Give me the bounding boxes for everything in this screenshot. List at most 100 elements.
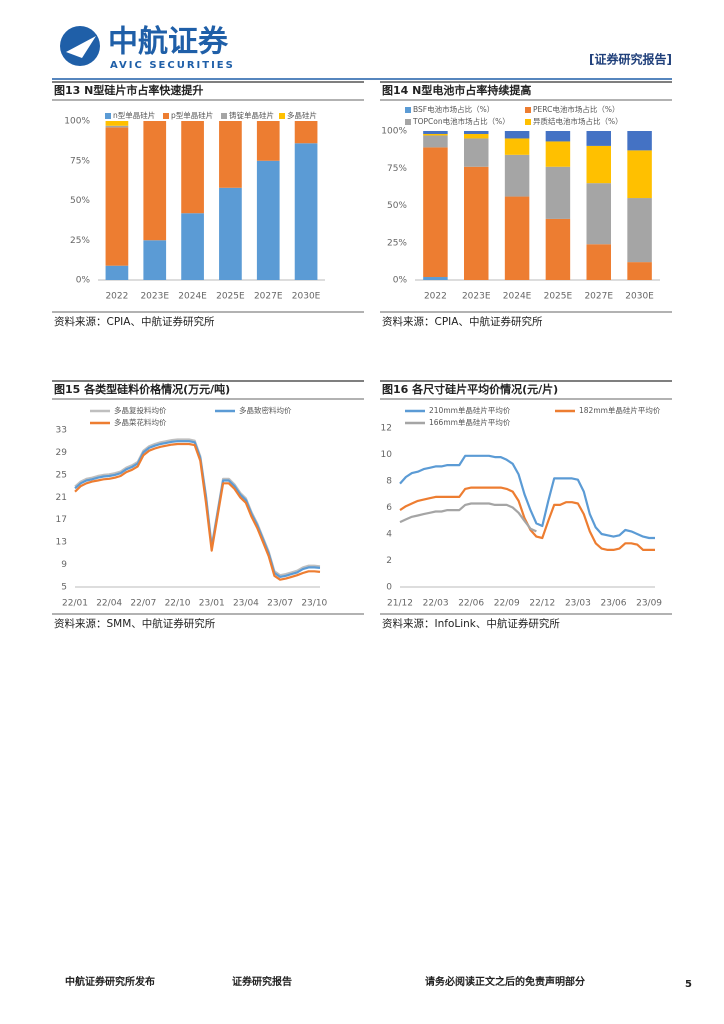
bar-segment [545,131,571,142]
x-tick-label: 2024E [178,292,207,302]
y-tick-label: 6 [386,503,392,513]
x-tick-label: 22/09 [494,599,520,609]
bar-segment [105,265,129,280]
legend-label: 182mm单晶硅片平均价 [579,405,661,415]
legend-label: p型单晶硅片 [171,110,213,120]
legend-label: 多晶复投料均价 [114,405,167,415]
logo [60,26,100,66]
y-tick-label: 25% [387,238,407,248]
x-tick-label: 2024E [503,292,532,302]
x-tick-label: 21/12 [387,599,413,609]
figure-title: 图14 N型电池市占率持续提高 [382,83,531,97]
bar-segment [143,240,167,280]
x-tick-label: 22/06 [458,599,484,609]
series-line [74,438,321,577]
y-tick-label: 75% [387,164,407,174]
bar-segment [504,138,530,155]
y-tick-label: 29 [56,448,68,458]
legend-label: 166mm单晶硅片平均价 [429,417,511,427]
x-tick-label: 23/04 [233,599,259,609]
x-tick-label: 23/01 [199,599,225,609]
y-tick-label: 5 [61,583,67,593]
y-tick-label: 50% [70,196,90,206]
y-tick-label: 13 [56,538,67,548]
x-tick-label: 22/12 [529,599,555,609]
y-tick-label: 100% [381,127,407,137]
x-tick-label: 2030E [625,292,654,302]
y-tick-label: 50% [387,201,407,211]
y-tick-label: 12 [381,424,392,434]
series-line [74,440,321,578]
legend-label: 多晶硅片 [287,110,317,120]
x-tick-label: 23/10 [301,599,327,609]
y-tick-label: 100% [64,117,90,127]
bar-segment [181,213,204,280]
bar-segment [181,121,204,214]
x-tick-label: 2027E [254,292,283,302]
bar-segment [256,160,280,280]
bar-segment [464,138,489,167]
bar-segment [627,150,652,199]
legend-label: 铸锭单晶硅片 [229,110,274,120]
legend-label: TOPCon电池市场占比（%） [412,116,510,126]
bar-segment [423,135,448,148]
brand: 中航证券 [108,25,229,60]
bar-segment [105,127,129,266]
bar-segment [105,121,129,126]
brand-en: AVIC SECURITIES [110,60,235,71]
legend-swatch [525,119,531,125]
y-tick-label: 2 [386,556,392,566]
x-tick-label: 2025E [544,292,573,302]
legend-swatch [405,119,411,125]
footer-publisher: 中航证券研究所发布 [65,975,155,988]
bar-segment [464,133,489,139]
logo-plane [66,36,96,58]
y-tick-label: 0 [386,583,392,593]
bar-segment [256,121,280,161]
bar-segment [294,121,318,144]
legend-label: BSF电池市场占比（%） [413,104,494,114]
bar-segment [423,131,448,134]
x-tick-label: 22/10 [165,599,191,609]
x-tick-label: 2030E [292,292,321,302]
figure-source: 资料来源：SMM、中航证券研究所 [54,617,216,630]
legend-label: n型单晶硅片 [113,110,155,120]
legend-label: 异质结电池市场占比（%） [533,116,623,126]
bar-segment [423,133,448,136]
bar-segment [423,277,448,280]
bar-segment [504,196,530,280]
x-tick-label: 2023E [140,292,169,302]
legend-swatch [105,113,111,119]
y-tick-label: 21 [56,493,67,503]
footer-disclaimer: 请务必阅读正文之后的免责声明部分 [425,975,585,988]
y-tick-label: 0% [393,276,408,286]
x-tick-label: 22/03 [423,599,449,609]
legend-swatch [163,113,169,119]
x-tick-label: 2027E [584,292,613,302]
bar-segment [545,218,571,280]
x-tick-label: 23/03 [565,599,591,609]
legend-label: 多晶菜花料均价 [114,417,167,427]
bar-segment [464,131,489,134]
y-tick-label: 9 [61,560,67,570]
footer-doc-type: 证券研究报告 [232,975,292,988]
bar-segment [504,131,530,139]
figure-source: 资料来源：InfoLink、中航证券研究所 [382,617,560,630]
x-tick-label: 23/09 [636,599,662,609]
report-type: [证券研究报告] [589,52,672,67]
bar-segment [105,125,129,128]
bar-segment [294,143,318,280]
legend-swatch [525,107,531,113]
x-tick-label: 2023E [462,292,491,302]
legend-swatch [279,113,285,119]
bar-segment [586,131,611,146]
legend-label: 210mm单晶硅片平均价 [429,405,511,415]
legend-label: 多晶致密料均价 [239,405,292,415]
x-tick-label: 23/07 [267,599,293,609]
legend-label: PERC电池市场占比（%） [533,104,619,114]
bar-segment [627,131,652,151]
bar-segment [219,187,242,280]
x-tick-label: 23/06 [601,599,627,609]
series-line [399,454,655,540]
series-line [399,502,537,533]
